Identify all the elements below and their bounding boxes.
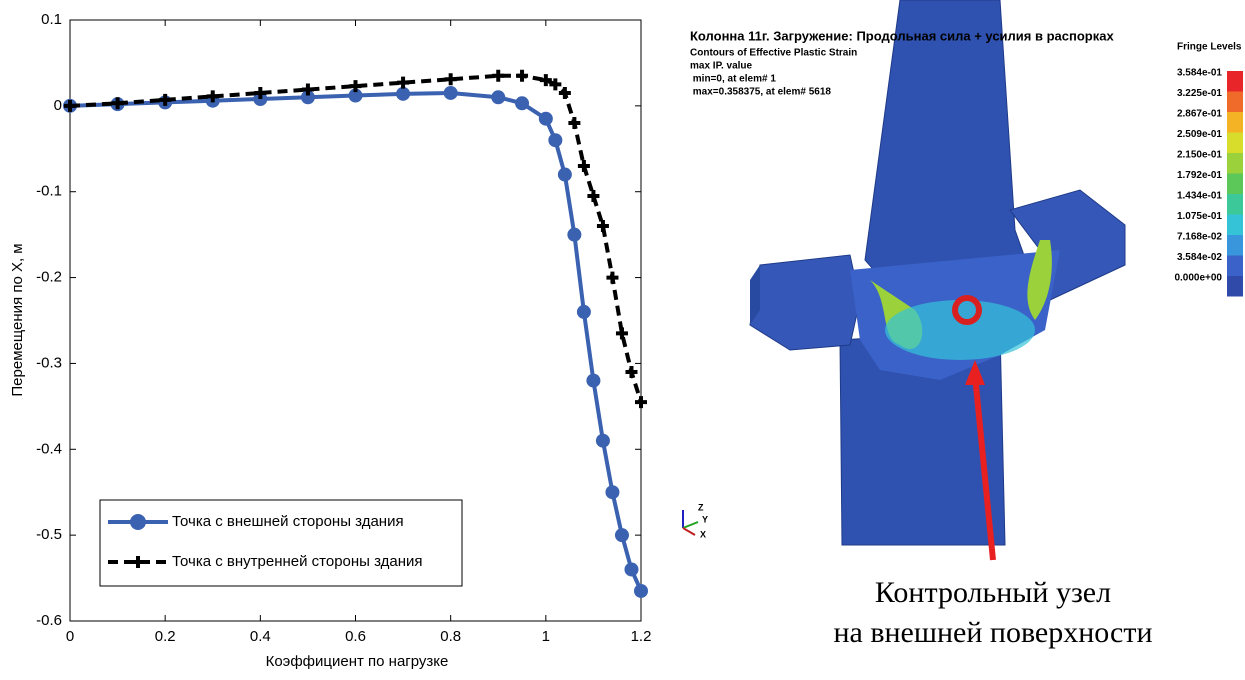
- fringe-label: 2.509e-01: [1177, 129, 1222, 140]
- fringe-label: 0.000e+00: [1174, 273, 1222, 284]
- marker: [396, 87, 410, 101]
- fringe-swatch: [1227, 235, 1243, 256]
- axis-triad-label: Z: [698, 502, 704, 512]
- legend-marker: [130, 514, 146, 530]
- fringe-swatch: [1227, 276, 1243, 297]
- marker: [577, 305, 591, 319]
- marker: [558, 168, 572, 182]
- fringe-label: 3.584e-01: [1177, 68, 1222, 79]
- fringe-swatch: [1227, 92, 1243, 113]
- fringe-label: 3.225e-01: [1177, 88, 1222, 99]
- fringe-label: 1.434e-01: [1177, 191, 1222, 202]
- marker: [491, 90, 505, 104]
- fringe-swatch: [1227, 194, 1243, 215]
- x-tick-label: 0.2: [155, 628, 176, 645]
- marker: [515, 96, 529, 110]
- marker: [596, 434, 610, 448]
- fem-header: max=0.358375, at elem# 5618: [690, 87, 831, 98]
- marker: [624, 562, 638, 576]
- fringe-swatch: [1227, 174, 1243, 195]
- x-tick-label: 0.4: [250, 628, 271, 645]
- y-tick-label: -0.5: [36, 526, 62, 543]
- x-tick-label: 0.6: [345, 628, 366, 645]
- marker: [586, 374, 600, 388]
- x-tick-label: 0: [66, 628, 74, 645]
- y-tick-label: -0.3: [36, 354, 62, 371]
- y-tick-label: -0.2: [36, 269, 62, 286]
- y-tick-label: -0.1: [36, 183, 62, 200]
- fringe-label: 2.867e-01: [1177, 109, 1222, 120]
- fringe-swatch: [1227, 153, 1243, 174]
- marker: [605, 485, 619, 499]
- y-tick-label: -0.6: [36, 612, 62, 629]
- legend-label: Точка с внутренней стороны здания: [172, 553, 423, 570]
- legend-label: Точка с внешней стороны здания: [172, 513, 404, 530]
- fringe-swatch: [1227, 256, 1243, 277]
- x-tick-label: 1.2: [631, 628, 652, 645]
- fringe-swatch: [1227, 71, 1243, 92]
- marker: [615, 528, 629, 542]
- y-tick-label: 0: [54, 97, 62, 114]
- fringe-label: 3.584e-02: [1177, 252, 1222, 263]
- fem-header: Contours of Effective Plastic Strain: [690, 48, 857, 59]
- fringe-swatch: [1227, 112, 1243, 133]
- marker: [548, 133, 562, 147]
- y-tick-label: 0.1: [41, 11, 62, 28]
- marker: [444, 86, 458, 100]
- x-tick-label: 0.8: [440, 628, 461, 645]
- fem-header: min=0, at elem# 1: [690, 74, 776, 85]
- caption: Контрольный узел: [875, 576, 1111, 609]
- x-axis-label: Коэффициент по нагрузке: [266, 653, 449, 670]
- y-tick-label: -0.4: [36, 440, 62, 457]
- caption: на внешней поверхности: [833, 616, 1152, 649]
- fem-header: Колонна 11г. Загружение: Продольная сила…: [690, 28, 1114, 43]
- fringe-swatch: [1227, 215, 1243, 236]
- fringe-label: 7.168e-02: [1177, 232, 1222, 243]
- marker: [567, 228, 581, 242]
- fem-header: max IP. value: [690, 61, 753, 72]
- marker: [634, 584, 648, 598]
- fringe-title: Fringe Levels: [1177, 42, 1242, 53]
- fringe-label: 1.792e-01: [1177, 170, 1222, 181]
- axis-triad-label: X: [700, 529, 706, 539]
- marker: [539, 112, 553, 126]
- figure: Колонна 11г. Загружение: Продольная сила…: [0, 0, 1245, 675]
- axis-triad-label: Y: [702, 514, 708, 524]
- x-tick-label: 1: [542, 628, 550, 645]
- fringe-label: 2.150e-01: [1177, 150, 1222, 161]
- fringe-label: 1.075e-01: [1177, 211, 1222, 222]
- fringe-swatch: [1227, 133, 1243, 154]
- y-axis-label: Перемещения по X, м: [9, 243, 26, 396]
